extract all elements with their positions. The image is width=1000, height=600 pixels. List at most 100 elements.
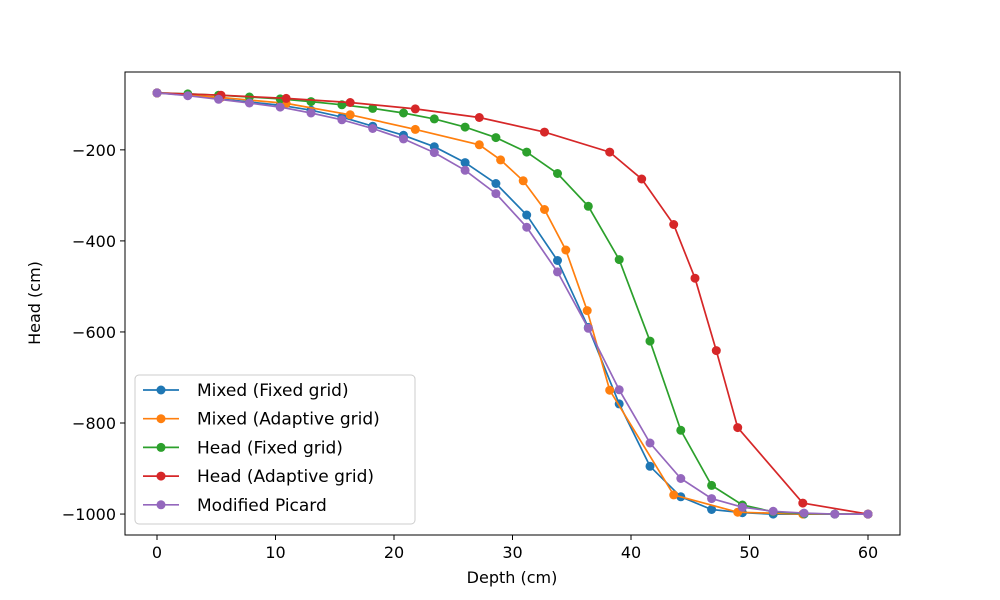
legend-marker — [156, 442, 166, 452]
data-point — [368, 124, 378, 133]
data-point — [281, 93, 291, 103]
data-point — [474, 140, 484, 150]
legend-label: Head (Adaptive grid) — [197, 467, 374, 487]
data-point — [183, 91, 193, 101]
legend-label: Mixed (Fixed grid) — [197, 381, 349, 401]
legend-marker — [156, 471, 166, 481]
data-point — [637, 174, 647, 184]
data-point — [306, 97, 316, 107]
data-point — [540, 205, 549, 214]
data-point — [429, 114, 439, 124]
legend-marker — [156, 414, 166, 424]
legend-marker — [156, 500, 166, 510]
data-point — [429, 148, 439, 158]
data-point — [582, 306, 592, 316]
data-point — [306, 108, 316, 118]
data-point — [275, 102, 285, 112]
data-point — [496, 155, 506, 165]
series-line — [156, 92, 868, 515]
data-point — [522, 147, 532, 157]
data-point — [676, 474, 686, 483]
data-point — [522, 222, 532, 232]
y-axis-ticks: −1000 −800 −600 −400 −200 — [62, 141, 125, 524]
data-point — [474, 113, 484, 122]
data-point — [540, 127, 549, 137]
data-point — [707, 480, 717, 490]
data-point — [669, 220, 679, 229]
x-tick-label: 0 — [152, 543, 162, 562]
x-tick-label: 40 — [621, 543, 641, 562]
legend-item: Mixed (Fixed grid) — [143, 381, 349, 401]
legend-item: Head (Adaptive grid) — [143, 467, 374, 487]
data-point — [491, 179, 501, 188]
data-point — [368, 103, 378, 113]
data-point — [460, 158, 470, 168]
y-tick-label: −200 — [72, 141, 116, 160]
data-point — [345, 110, 355, 120]
legend-box — [134, 374, 416, 525]
data-point — [614, 255, 624, 265]
series-line — [156, 92, 868, 515]
data-point — [830, 509, 840, 519]
legend-item: Modified Picard — [143, 496, 327, 516]
data-point — [337, 115, 347, 125]
data-point — [553, 256, 562, 265]
series-4 — [152, 88, 873, 519]
data-point — [707, 494, 717, 504]
data-point — [676, 425, 686, 435]
legend-label: Mixed (Adaptive grid) — [197, 410, 380, 430]
data-point — [737, 502, 747, 512]
x-tick-label: 50 — [739, 543, 759, 562]
x-axis-ticks: 0 10 20 30 40 50 60 — [152, 535, 878, 562]
data-point — [561, 245, 571, 255]
legend-item: Head (Fixed grid) — [143, 438, 343, 458]
data-point — [399, 108, 408, 118]
data-point — [244, 98, 254, 108]
data-point — [605, 385, 615, 395]
data-point — [614, 385, 624, 395]
legend-label: Modified Picard — [197, 496, 327, 516]
y-tick-label: −600 — [72, 323, 116, 342]
data-point — [491, 133, 501, 143]
x-tick-label: 30 — [502, 543, 522, 562]
data-point — [645, 336, 655, 346]
data-point — [460, 122, 470, 132]
data-point — [669, 490, 679, 500]
data-point — [152, 88, 162, 98]
data-point — [645, 461, 655, 471]
data-point — [214, 94, 224, 104]
data-point — [690, 273, 700, 283]
x-tick-label: 20 — [384, 543, 404, 562]
data-point — [410, 124, 420, 134]
legend-label: Head (Fixed grid) — [197, 438, 343, 458]
y-tick-label: −800 — [72, 414, 116, 433]
data-point — [768, 506, 778, 516]
legend-item: Mixed (Adaptive grid) — [143, 410, 380, 430]
x-tick-label: 60 — [858, 543, 878, 562]
data-point — [460, 165, 470, 175]
data-point — [399, 134, 408, 144]
data-point — [798, 498, 808, 508]
data-point — [707, 505, 717, 514]
legend-marker — [156, 385, 166, 395]
data-point — [645, 438, 655, 448]
x-axis-label: Depth (cm) — [467, 568, 558, 587]
series-1 — [152, 88, 873, 519]
data-point — [605, 147, 615, 157]
data-point — [863, 509, 873, 519]
data-point — [345, 98, 355, 107]
data-point — [491, 189, 501, 199]
data-point — [553, 169, 562, 178]
series-layer — [152, 88, 873, 519]
y-tick-label: −1000 — [62, 505, 116, 524]
data-point — [553, 267, 562, 277]
data-point — [583, 323, 593, 333]
data-point — [410, 104, 420, 114]
data-point — [522, 210, 532, 220]
data-point — [711, 346, 721, 356]
data-point — [583, 201, 593, 211]
y-tick-label: −400 — [72, 232, 116, 251]
x-tick-label: 10 — [265, 543, 285, 562]
y-axis-label: Head (cm) — [25, 261, 44, 345]
